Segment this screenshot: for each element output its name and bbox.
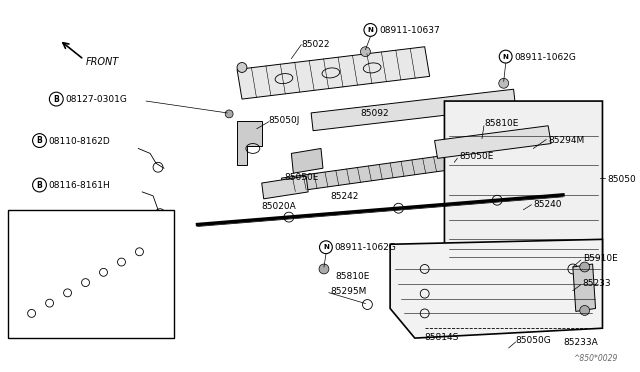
Circle shape <box>319 264 329 274</box>
Text: 85233: 85233 <box>582 279 611 288</box>
Text: 85242: 85242 <box>331 192 359 201</box>
Text: 85020A: 85020A <box>262 202 296 211</box>
Text: 85050: 85050 <box>607 175 636 184</box>
Polygon shape <box>435 126 551 158</box>
Text: 85810E: 85810E <box>484 119 518 128</box>
Text: 85050G: 85050G <box>516 336 551 345</box>
Circle shape <box>499 78 509 88</box>
Polygon shape <box>237 47 429 99</box>
Text: 08127-0301G: 08127-0301G <box>65 95 127 104</box>
Circle shape <box>580 305 589 315</box>
Polygon shape <box>444 101 602 274</box>
Circle shape <box>225 110 233 118</box>
Text: B5910E: B5910E <box>582 254 618 263</box>
Text: 85092: 85092 <box>360 109 389 118</box>
Text: 85240: 85240 <box>67 318 95 327</box>
Text: 85050E: 85050E <box>460 153 493 161</box>
Text: 85240: 85240 <box>533 200 562 209</box>
Polygon shape <box>311 89 516 131</box>
Text: 08911-10637: 08911-10637 <box>380 26 440 35</box>
Text: 85295M: 85295M <box>331 287 367 296</box>
Polygon shape <box>237 121 262 165</box>
Circle shape <box>516 126 527 136</box>
Text: 85050E: 85050E <box>284 173 319 182</box>
Text: 08110-8162D: 08110-8162D <box>49 137 110 145</box>
Text: 85814S: 85814S <box>425 333 459 342</box>
Text: 85294M: 85294M <box>548 136 584 145</box>
Text: B: B <box>36 180 42 189</box>
Text: 85233A: 85233A <box>563 338 598 347</box>
Text: 85022: 85022 <box>301 40 330 49</box>
Polygon shape <box>282 155 447 193</box>
Text: 85810E: 85810E <box>336 272 370 281</box>
Text: B: B <box>53 94 59 103</box>
Polygon shape <box>18 237 161 326</box>
Text: C: C <box>14 214 22 224</box>
Text: N: N <box>323 244 329 250</box>
Text: 85050J: 85050J <box>269 116 300 125</box>
Polygon shape <box>573 264 596 311</box>
Circle shape <box>360 47 371 57</box>
Polygon shape <box>262 176 308 199</box>
Text: 08911-1062G: 08911-1062G <box>515 53 577 62</box>
Text: 08911-1062G: 08911-1062G <box>335 243 397 252</box>
Polygon shape <box>390 239 602 338</box>
Circle shape <box>580 262 589 272</box>
Bar <box>8 210 174 338</box>
Text: N: N <box>503 54 509 60</box>
Text: N: N <box>367 27 373 33</box>
Text: ^850*0029: ^850*0029 <box>573 354 618 363</box>
Polygon shape <box>513 129 533 172</box>
Polygon shape <box>291 148 323 173</box>
Text: B: B <box>36 136 42 145</box>
Text: FRONT: FRONT <box>86 57 119 67</box>
Text: 08116-8161H: 08116-8161H <box>49 181 110 190</box>
Circle shape <box>237 62 247 73</box>
